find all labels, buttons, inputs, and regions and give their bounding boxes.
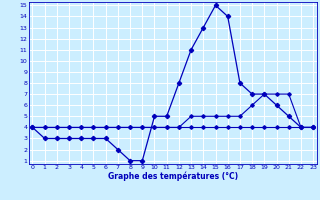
X-axis label: Graphe des températures (°C): Graphe des températures (°C) — [108, 172, 238, 181]
